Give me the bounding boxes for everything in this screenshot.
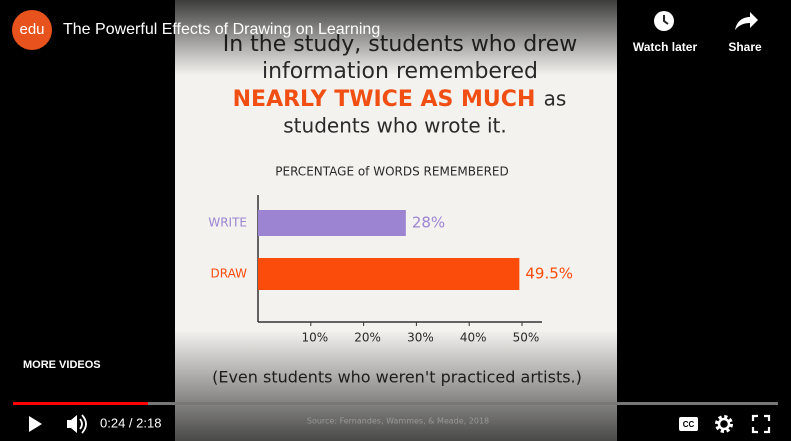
source: Source: Fernandes, Wammes, & Meade, 2018 [307, 417, 489, 426]
time-display: 0:24 / 2:18 [100, 415, 161, 430]
headline-emphasis: NEARLY TWICE AS MUCH [233, 87, 536, 112]
channel-logo[interactable]: edu [12, 10, 52, 50]
fullscreen-button[interactable] [751, 414, 771, 434]
cc-box[interactable] [679, 417, 698, 431]
bottom-shade [0, 330, 791, 441]
speaker-waves [79, 414, 87, 434]
chart-title: PERCENTAGE of WORDS REMEMBERED [275, 165, 508, 179]
gear-ring [717, 417, 731, 431]
share-label[interactable]: Share [728, 40, 762, 54]
logo-text[interactable]: edu [19, 21, 44, 38]
settings-button[interactable] [715, 415, 733, 433]
value-label: 28% [412, 214, 445, 232]
progress-played[interactable] [13, 402, 148, 405]
bar [258, 258, 520, 290]
more-videos[interactable]: MORE VIDEOS [23, 359, 101, 371]
play-button[interactable] [29, 416, 42, 432]
speaker-icon[interactable] [67, 415, 77, 433]
clock-hands [663, 15, 669, 25]
value-label: 49.5% [525, 265, 573, 283]
share[interactable]: Share [728, 12, 762, 54]
category-label: WRITE [208, 216, 247, 230]
captions-button[interactable]: CC [679, 417, 698, 431]
video-title[interactable]: The Powerful Effects of Drawing on Learn… [63, 21, 380, 38]
headline-line: students who wrote it. [283, 114, 507, 138]
watch-later[interactable]: Watch later [633, 11, 698, 54]
logo-circle[interactable] [12, 10, 52, 50]
progress-track[interactable] [13, 402, 778, 405]
share-icon[interactable] [735, 12, 758, 30]
volume-button[interactable] [67, 414, 87, 434]
bar [258, 210, 406, 236]
cc-label[interactable]: CC [683, 420, 695, 429]
gear-teeth[interactable] [715, 415, 733, 433]
headline-line: as [544, 87, 567, 111]
watch-later-label[interactable]: Watch later [633, 40, 698, 54]
category-label: DRAW [210, 267, 247, 281]
